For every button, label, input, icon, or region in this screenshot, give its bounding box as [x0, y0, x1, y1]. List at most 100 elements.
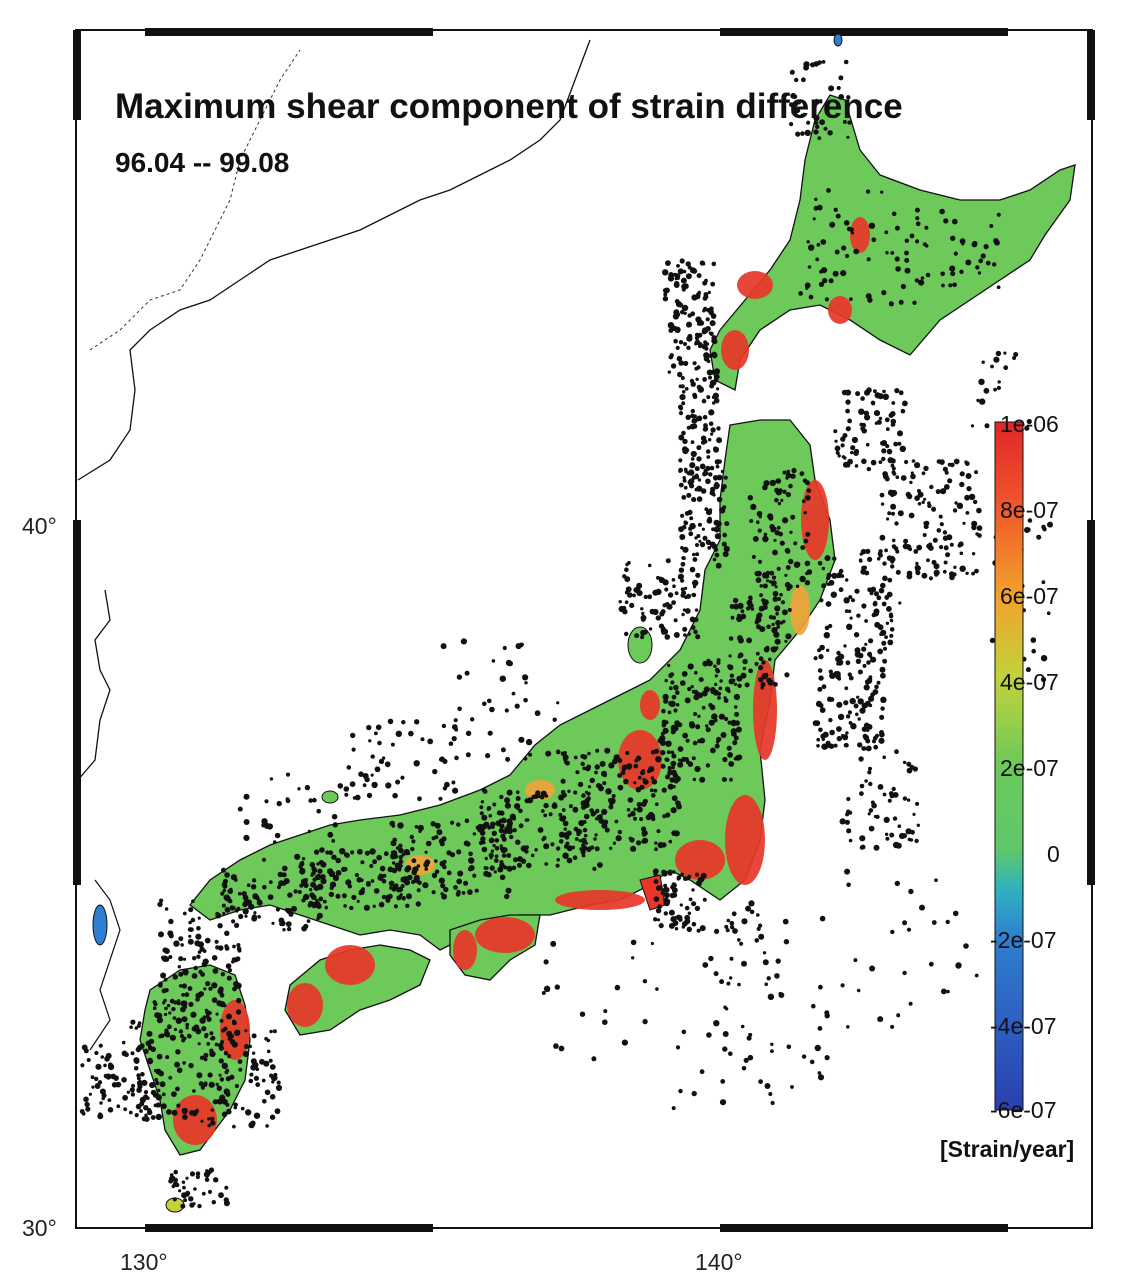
- quake-dot: [729, 925, 735, 930]
- quake-dot: [650, 941, 655, 946]
- quake-dot: [676, 875, 682, 880]
- quake-dot: [668, 686, 673, 691]
- quake-dot: [199, 1055, 205, 1061]
- quake-dot: [667, 710, 672, 715]
- quake-dot: [440, 643, 447, 650]
- quake-dot: [562, 852, 569, 859]
- quake-dot: [816, 737, 820, 742]
- quake-dot: [737, 655, 741, 659]
- quake-dot: [679, 258, 685, 264]
- quake-dot: [714, 552, 720, 558]
- quake-dot: [834, 439, 838, 443]
- quake-dot: [723, 777, 727, 782]
- quake-dot: [506, 789, 513, 796]
- quake-dot: [669, 777, 675, 783]
- quake-dot: [215, 1012, 219, 1016]
- quake-dot: [676, 803, 682, 810]
- quake-dot: [1047, 521, 1053, 528]
- quake-dot: [617, 773, 622, 778]
- quake-dot: [187, 938, 194, 945]
- quake-dot: [884, 832, 889, 836]
- quake-dot: [372, 904, 376, 908]
- quake-dot: [695, 872, 699, 877]
- quake-dot: [316, 862, 320, 866]
- quake-dot: [881, 448, 887, 454]
- quake-dot: [390, 742, 395, 747]
- quake-dot: [392, 861, 396, 865]
- quake-dot: [785, 492, 792, 498]
- quake-dot: [924, 225, 929, 230]
- quake-dot: [829, 729, 835, 736]
- quake-dot: [320, 878, 327, 885]
- quake-dot: [683, 633, 687, 637]
- quake-dot: [626, 808, 631, 812]
- quake-dot: [517, 856, 523, 862]
- quake-dot: [813, 114, 820, 122]
- quake-dot: [786, 587, 791, 591]
- quake-dot: [231, 1020, 237, 1026]
- quake-dot: [821, 583, 827, 589]
- quake-dot: [894, 749, 899, 755]
- quake-dot: [401, 720, 406, 725]
- quake-dot: [231, 1041, 238, 1048]
- quake-dot: [560, 778, 566, 784]
- quake-dot: [286, 926, 292, 932]
- quake-dot: [1024, 425, 1030, 431]
- quake-dot: [222, 1098, 228, 1105]
- quake-dot: [728, 654, 732, 658]
- quake-dot: [217, 945, 224, 951]
- quake-dot: [605, 788, 612, 795]
- quake-dot: [876, 557, 881, 561]
- quake-dot: [705, 763, 711, 768]
- quake-dot: [920, 276, 925, 280]
- quake-dot: [614, 819, 619, 824]
- quake-dot: [261, 818, 268, 825]
- quake-dot: [461, 891, 466, 895]
- quake-dot: [234, 1083, 239, 1089]
- quake-dot: [245, 1109, 252, 1116]
- quake-dot: [848, 838, 853, 843]
- quake-dot: [873, 844, 880, 851]
- quake-dot: [304, 784, 311, 791]
- quake-dot: [824, 625, 830, 631]
- quake-dot: [760, 682, 766, 687]
- quake-dot: [544, 862, 549, 866]
- quake-dot: [358, 771, 364, 777]
- quake-dot: [854, 647, 861, 654]
- quake-dot: [686, 926, 692, 932]
- quake-dot: [164, 907, 169, 911]
- quake-dot: [136, 1080, 144, 1087]
- quake-dot: [482, 701, 487, 707]
- quake-dot: [454, 727, 459, 732]
- quake-dot: [889, 301, 894, 306]
- quake-dot: [85, 1106, 91, 1112]
- quake-dot: [451, 736, 457, 742]
- quake-dot: [890, 564, 895, 569]
- quake-dot: [586, 791, 591, 796]
- quake-dot: [868, 825, 875, 832]
- quake-dot: [871, 237, 877, 243]
- quake-dot: [779, 540, 785, 546]
- quake-dot: [400, 883, 405, 889]
- quake-dot: [690, 450, 697, 458]
- quake-dot: [328, 850, 334, 856]
- quake-dot: [530, 853, 535, 858]
- quake-dot: [253, 1075, 259, 1081]
- quake-dot: [696, 496, 703, 502]
- quake-dot: [726, 918, 731, 923]
- quake-dot: [678, 482, 684, 488]
- quake-dot: [719, 679, 723, 683]
- quake-dot: [720, 1079, 726, 1084]
- quake-dot: [921, 500, 925, 504]
- quake-dot: [747, 495, 753, 501]
- quake-dot: [468, 857, 475, 864]
- quake-dot: [394, 862, 401, 869]
- quake-dot: [328, 870, 336, 877]
- quake-dot: [727, 720, 732, 725]
- quake-dot: [378, 901, 385, 908]
- quake-dot: [168, 918, 174, 925]
- quake-dot: [730, 728, 737, 735]
- quake-dot: [848, 595, 853, 600]
- quake-dot: [414, 825, 419, 829]
- quake-dot: [757, 528, 762, 533]
